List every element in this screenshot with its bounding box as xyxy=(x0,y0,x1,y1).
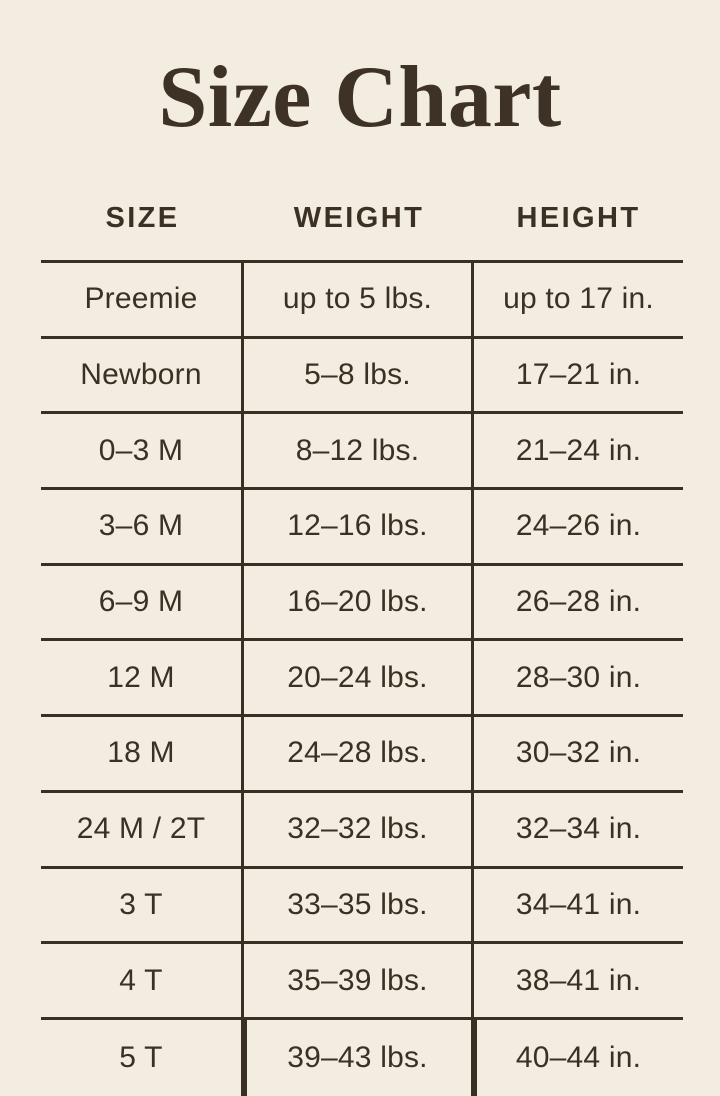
cell-size: 4 T xyxy=(41,944,244,1020)
cell-height: 28–30 in. xyxy=(474,641,683,718)
cell-height: 21–24 in. xyxy=(474,414,683,491)
page-title: Size Chart xyxy=(158,49,562,146)
cell-weight: 16–20 lbs. xyxy=(244,565,474,642)
cell-weight: 33–35 lbs. xyxy=(244,868,474,945)
cell-size: 5 T xyxy=(41,1019,244,1096)
table-row: 5 T 39–43 lbs. 40–44 in. xyxy=(41,1019,683,1096)
cell-size: Preemie xyxy=(41,263,244,339)
cell-weight: 20–24 lbs. xyxy=(244,641,474,718)
cell-size: 3 T xyxy=(41,868,244,945)
table-row: Newborn 5–8 lbs. 17–21 in. xyxy=(41,338,683,415)
table-row: Preemie up to 5 lbs. up to 17 in. xyxy=(41,263,683,339)
table-row: 12 M 20–24 lbs. 28–30 in. xyxy=(41,641,683,718)
cell-height: 26–28 in. xyxy=(474,566,683,642)
table-row: 6–9 M 16–20 lbs. 26–28 in. xyxy=(41,565,683,642)
cell-height: 30–32 in. xyxy=(474,717,683,793)
cell-weight: 24–28 lbs. xyxy=(244,717,474,793)
table-row: 4 T 35–39 lbs. 38–41 in. xyxy=(41,944,683,1020)
cell-weight: 35–39 lbs. xyxy=(244,944,474,1020)
cell-size: 3–6 M xyxy=(41,490,244,566)
column-header-height: HEIGHT xyxy=(516,202,641,234)
table-body: Preemie up to 5 lbs. up to 17 in. Newborn 5–… xyxy=(41,260,683,1096)
column-header-size: SIZE xyxy=(105,202,180,234)
table-row: 18 M 24–28 lbs. 30–32 in. xyxy=(41,717,683,793)
cell-weight: 8–12 lbs. xyxy=(244,414,474,491)
cell-height: 38–41 in. xyxy=(474,944,683,1020)
cell-height: 34–41 in. xyxy=(474,869,683,945)
column-divider-2 xyxy=(474,1019,477,1096)
table-header-row: SIZE WEIGHT HEIGHT xyxy=(41,186,683,260)
cell-weight: 12–16 lbs. xyxy=(244,490,474,566)
size-chart-table: SIZE WEIGHT HEIGHT Preemie up to 5 lbs. up… xyxy=(41,186,683,1096)
table-row: 3–6 M 12–16 lbs. 24–26 in. xyxy=(41,490,683,566)
cell-height: 17–21 in. xyxy=(474,339,683,415)
column-divider-1 xyxy=(244,1019,247,1096)
cell-size: 18 M xyxy=(41,717,244,793)
cell-height: 40–44 in. xyxy=(515,1040,642,1074)
cell-size: Newborn xyxy=(41,338,244,415)
cell-height: 32–34 in. xyxy=(474,793,683,869)
cell-height: up to 17 in. xyxy=(474,263,683,339)
cell-weight: 5–8 lbs. xyxy=(244,338,474,415)
cell-size: 12 M xyxy=(41,641,244,718)
column-header-weight: WEIGHT xyxy=(293,202,425,234)
table-row: 24 M / 2T 32–32 lbs. 32–34 in. xyxy=(41,792,683,869)
cell-size: 24 M / 2T xyxy=(41,792,244,869)
cell-weight: up to 5 lbs. xyxy=(244,263,474,339)
cell-size: 6–9 M xyxy=(41,565,244,642)
table-row: 0–3 M 8–12 lbs. 21–24 in. xyxy=(41,414,683,491)
cell-height: 24–26 in. xyxy=(474,490,683,566)
cell-weight: 32–32 lbs. xyxy=(244,792,474,869)
table-row: 3 T 33–35 lbs. 34–41 in. xyxy=(41,868,683,945)
cell-weight: 39–43 lbs. xyxy=(244,1019,474,1096)
cell-size: 0–3 M xyxy=(41,414,244,491)
